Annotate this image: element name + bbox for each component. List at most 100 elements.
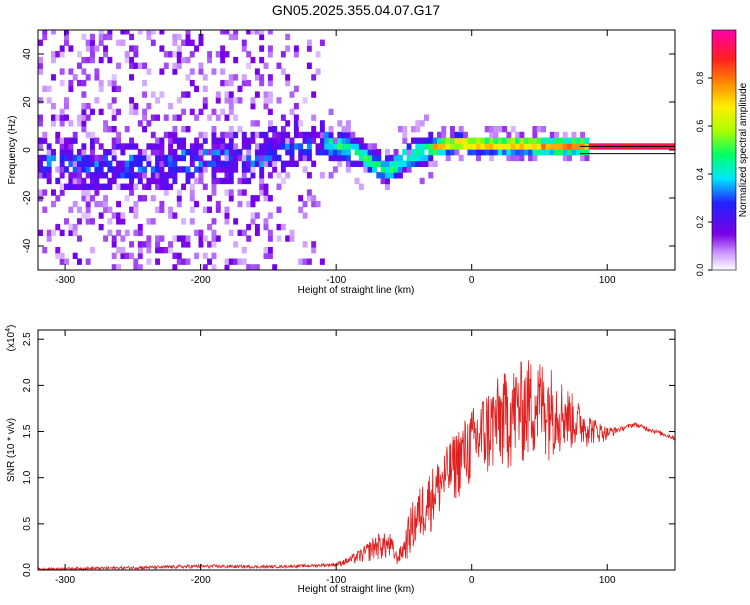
spectrogram-cell [562, 143, 568, 150]
spectrogram-cell [42, 131, 48, 139]
spectrogram-cell [81, 79, 87, 87]
spectrogram-cell [536, 137, 542, 144]
spectrogram-cell [502, 143, 508, 150]
spectrogram-cell [497, 137, 503, 144]
spectrogram-cell [280, 126, 286, 133]
spectrogram-cell [81, 56, 87, 64]
spectrogram-cell [419, 160, 425, 167]
spectrogram-cell [484, 137, 490, 144]
spectrogram-cell [111, 154, 117, 162]
spectrogram-cell [64, 258, 69, 265]
spectrogram-cell [228, 149, 234, 156]
spectrogram-cell [176, 235, 182, 242]
spectrogram-cell [267, 30, 273, 35]
spectrogram-cell [263, 252, 269, 260]
spectrogram-cell [81, 183, 87, 190]
spectrogram-cell [64, 143, 69, 150]
spectrogram-cell [411, 160, 416, 167]
spectrogram-cell [358, 160, 364, 167]
snr-y-label: SNR (10 * v/v) [6, 418, 17, 482]
spectrogram-cell [536, 126, 542, 133]
spectrogram-cell [81, 166, 87, 173]
spectrogram-cell [424, 114, 429, 121]
spectrogram-cell [168, 103, 174, 110]
spectrogram-cell [441, 131, 447, 139]
colorbar-gradient [711, 29, 737, 271]
spectrogram-cell [215, 154, 221, 162]
spectrogram-cell [155, 143, 161, 150]
spectrogram-cell [450, 137, 455, 144]
spectrogram-cell [350, 160, 356, 167]
spectrogram-cell [146, 235, 152, 242]
spectrogram-cell [272, 154, 278, 162]
spectrogram-cell [137, 172, 143, 179]
spectrogram-cell [280, 223, 286, 231]
spectrogram-cell [224, 189, 230, 196]
spectrogram-y-label: Frequency (Hz) [7, 116, 18, 185]
spectrogram-cell [90, 45, 95, 52]
colorbar-tick-label: 0.6 [695, 120, 705, 133]
spectrogram-cell [385, 160, 390, 167]
spectrogram-cell [176, 200, 182, 208]
spectrogram-cell [228, 137, 234, 144]
spectrogram-cell [367, 143, 373, 150]
spectrogram-cell [393, 154, 399, 162]
spectrogram-cell [233, 258, 239, 265]
spectrogram-cell [424, 160, 429, 167]
spectrogram-cell [337, 143, 343, 150]
spectrogram-cell [259, 56, 265, 64]
spectrogram-cell [59, 166, 65, 173]
spectrogram-cell [372, 154, 377, 162]
spectrogram-cell [280, 137, 286, 144]
spectrogram-cell [211, 177, 217, 185]
spectrogram-cell [367, 149, 373, 156]
spectrogram-cell [463, 131, 468, 139]
spectrogram-cell [441, 137, 447, 144]
spectrogram-cell [176, 143, 182, 150]
spectrogram-cell [64, 183, 69, 190]
spectrogram-cell [59, 189, 65, 196]
spectrogram-cell [276, 143, 282, 150]
spectrogram-cell [293, 160, 299, 167]
spectrogram-cell [293, 120, 299, 127]
spectrogram-cell [532, 149, 538, 156]
spectrogram-cell [220, 45, 226, 52]
spectrogram-cell [519, 154, 525, 162]
spectrogram-cell [224, 264, 230, 270]
spectrogram-cell [146, 33, 152, 41]
spectrogram-cell [90, 143, 95, 150]
spectrogram-cell [398, 126, 403, 133]
spectrogram-cell [72, 131, 78, 139]
spectrogram-cell [155, 177, 161, 185]
spectrogram-cell [94, 74, 100, 81]
spectrogram-cell [185, 166, 191, 173]
spectrogram-cell [103, 200, 109, 208]
spectrogram-cell [272, 160, 278, 167]
spectrogram-cell [354, 160, 360, 167]
spectrogram-cell [194, 166, 200, 173]
spectrogram-cell [259, 33, 265, 41]
spectrogram-cell [194, 200, 200, 208]
snr-x-tick-label: -200 [191, 575, 211, 586]
spectrogram-cell [293, 85, 299, 93]
spectrogram-cell [77, 258, 82, 265]
spectrogram-cell [402, 137, 408, 144]
spectrogram-cell [350, 143, 356, 150]
spectrogram-cell [198, 235, 204, 242]
spectrogram-cell [194, 85, 200, 93]
spectrogram-cell [367, 160, 373, 167]
spectrogram-cell [215, 114, 221, 121]
spectrogram-cell [224, 143, 230, 150]
spectrogram-cell [324, 143, 330, 150]
spectrogram-cell [146, 30, 152, 35]
spectrogram-cell [241, 137, 247, 144]
spectrogram-cell [493, 131, 499, 139]
spectrogram-cell [254, 229, 260, 237]
spectrogram-cell [189, 195, 195, 202]
spectrogram-cell [298, 149, 304, 156]
spectrogram-cell [246, 137, 252, 144]
spectrogram-cell [254, 120, 260, 127]
spectrogram-cell [385, 177, 390, 185]
spectrogram-cell [81, 33, 87, 41]
spectrogram-cell [85, 154, 91, 162]
